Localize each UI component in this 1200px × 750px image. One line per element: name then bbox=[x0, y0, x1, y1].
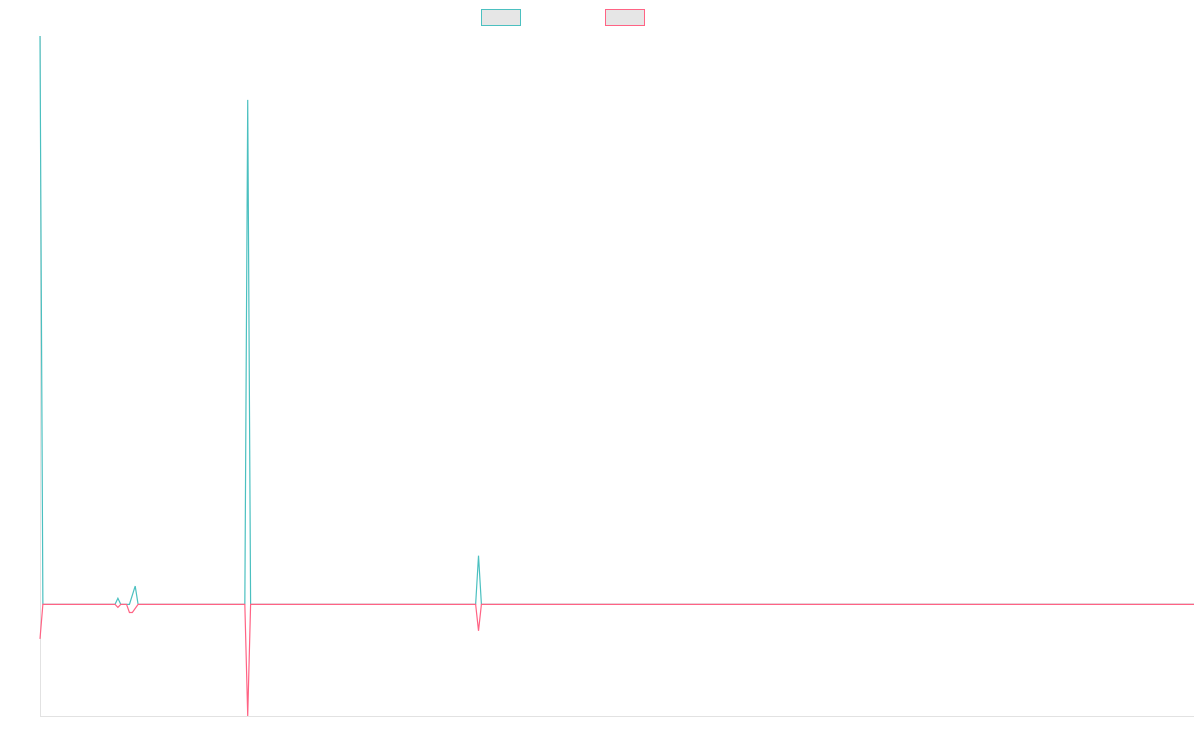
legend-swatch-2 bbox=[605, 9, 645, 26]
series-line-2 bbox=[39, 603, 1194, 717]
axes bbox=[40, 36, 1194, 717]
legend bbox=[481, 9, 645, 26]
series-line-1 bbox=[39, 35, 1194, 605]
legend-swatch-1 bbox=[481, 9, 521, 26]
series-layer bbox=[39, 35, 1194, 717]
